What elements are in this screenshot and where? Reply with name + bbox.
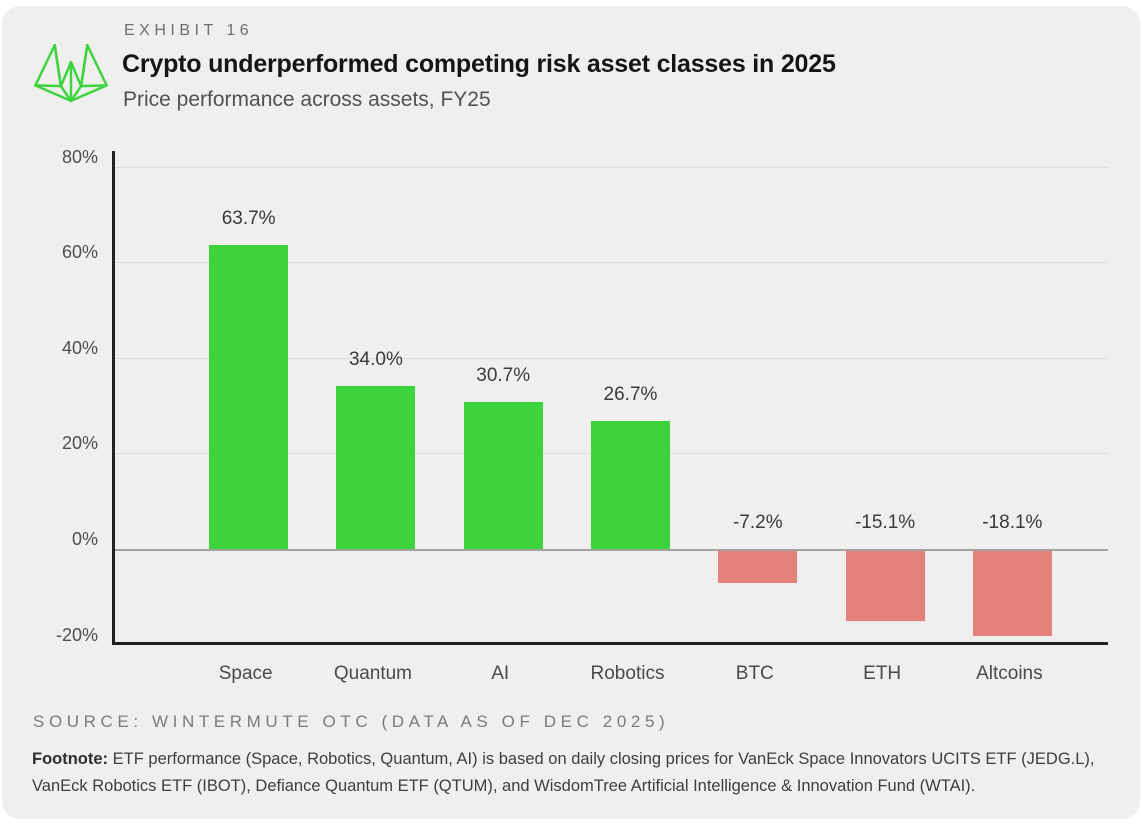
gridline: [115, 262, 1108, 264]
plot-area: 63.7% 34.0% 30.7% 26.7% -7.2% -15.1% -18.1%: [112, 151, 1108, 645]
bar-value-label: 30.7%: [476, 365, 531, 387]
bar-robotics: [591, 421, 670, 549]
y-tick-label: 40%: [61, 337, 98, 358]
bar-quantum: [336, 386, 416, 549]
gridline: [115, 166, 1108, 168]
chart-subtitle: Price performance across assets, FY25: [123, 88, 491, 111]
x-tick-label-btc: BTC: [735, 663, 774, 684]
bar-value-label: 63.7%: [221, 207, 276, 229]
x-tick-label-space: Space: [218, 663, 273, 684]
bar-ai: [463, 402, 543, 549]
chart-title: Crypto underperformed competing risk ass…: [122, 50, 836, 78]
footnote-text: ETF performance (Space, Robotics, Quantu…: [32, 750, 1095, 795]
y-tick-label: 80%: [61, 146, 98, 167]
y-tick-label: -20%: [55, 624, 98, 645]
chart-card: EXHIBIT 16 Crypto underperformed competi…: [2, 6, 1140, 819]
bar-value-label: -7.2%: [732, 512, 783, 533]
gridline: [115, 357, 1108, 359]
source-line: SOURCE: WINTERMUTE OTC (DATA AS OF DEC 2…: [33, 712, 670, 731]
bar-value-label: -18.1%: [982, 512, 1043, 533]
exhibit-label: EXHIBIT 16: [124, 22, 254, 39]
bar-value-label: -15.1%: [854, 512, 916, 533]
footnote: Footnote: ETF performance (Space, Roboti…: [32, 746, 1124, 800]
bar-space: [209, 244, 289, 549]
bar-altcoins: [972, 551, 1052, 636]
wintermute-logo-icon: [32, 42, 110, 104]
x-tick-label-eth: ETH: [863, 663, 902, 684]
x-tick-label-ai: AI: [491, 663, 510, 684]
x-tick-label-robotics: Robotics: [590, 663, 665, 684]
y-tick-label: 20%: [61, 433, 98, 454]
y-tick-label: 60%: [61, 242, 98, 263]
bar-chart: 80% 60% 40% 20% 0% -20% 63.7% 34.0% 30.7% 26.7% -…: [2, 6, 1140, 819]
y-axis-labels: 80% 60% 40% 20% 0% -20%: [26, 147, 98, 645]
bar-value-label: 34.0%: [348, 349, 403, 371]
y-tick-label: 0%: [71, 529, 98, 549]
bar-eth: [845, 551, 925, 622]
x-axis-labels: Space Quantum AI Robotics BTC ETH Altcoins: [182, 661, 1073, 687]
zero-gridline: [115, 549, 1108, 551]
bar-value-label: 26.7%: [603, 384, 658, 406]
x-tick-label-altcoins: Altcoins: [976, 663, 1043, 684]
bar-btc: [718, 551, 798, 584]
footnote-label: Footnote:: [32, 750, 109, 768]
x-tick-label-quantum: Quantum: [333, 663, 412, 684]
